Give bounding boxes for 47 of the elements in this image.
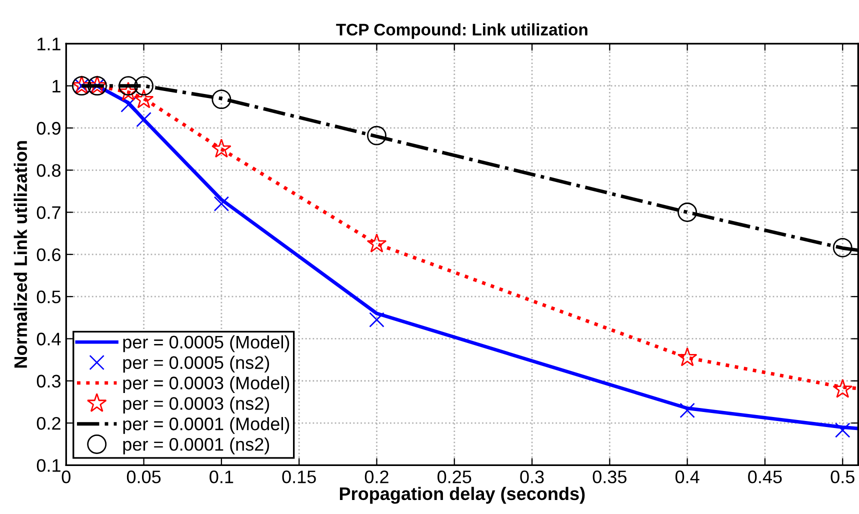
legend-label: per = 0.0003 (Model) bbox=[123, 376, 290, 394]
y-tick-label: 0.8 bbox=[36, 164, 60, 177]
point bbox=[214, 196, 230, 212]
legend-label: per = 0.0003 (ns2) bbox=[123, 396, 270, 414]
y-tick-label: 0.2 bbox=[36, 416, 60, 430]
point bbox=[134, 76, 154, 96]
point bbox=[834, 422, 850, 438]
y-tick-label: 0.1 bbox=[36, 459, 60, 472]
point bbox=[832, 378, 853, 398]
y-tick-label: 1 bbox=[52, 80, 60, 92]
x-tick-label: 0.45 bbox=[748, 470, 782, 484]
point bbox=[369, 312, 384, 328]
point bbox=[366, 233, 387, 252]
x-tick-label: 0.4 bbox=[675, 470, 700, 484]
point bbox=[118, 76, 138, 96]
y-tick-label: 0.6 bbox=[36, 248, 60, 262]
y-tick-label: 0.3 bbox=[36, 374, 60, 388]
point bbox=[677, 347, 698, 366]
legend-label: per = 0.0001 (Model) bbox=[123, 417, 290, 434]
x-axis-title: Propagation delay (seconds) bbox=[340, 486, 585, 504]
legend-label: per = 0.0005 (Model) bbox=[123, 335, 290, 352]
x-tick-label: 0 bbox=[62, 470, 70, 484]
y-tick-label: 0.7 bbox=[36, 206, 60, 219]
point bbox=[680, 402, 695, 418]
x-tick-label: 0.1 bbox=[210, 470, 234, 484]
x-tick-label: 0.05 bbox=[126, 470, 161, 484]
y-tick-label: 0.5 bbox=[36, 290, 61, 304]
x-tick-label: 0.35 bbox=[592, 470, 626, 484]
x-tick-label: 0.15 bbox=[282, 470, 316, 484]
chart-title: TCP Compound: Link utilization bbox=[336, 23, 588, 39]
point bbox=[211, 138, 232, 158]
point bbox=[367, 126, 386, 146]
legend-label: per = 0.0005 (ns2) bbox=[123, 356, 270, 373]
x-tick-label: 0.3 bbox=[520, 470, 544, 484]
point bbox=[134, 89, 154, 108]
x-tick-label: 0.5 bbox=[830, 470, 854, 484]
point bbox=[678, 202, 698, 222]
point bbox=[212, 90, 232, 110]
y-axis-title: Normalized Link utilization bbox=[14, 141, 28, 368]
x-tick-label: 0.25 bbox=[438, 470, 472, 484]
y-tick-label: 0.4 bbox=[36, 332, 61, 346]
point bbox=[118, 82, 138, 101]
legend-label: per = 0.0001 (ns2) bbox=[123, 438, 270, 454]
x-tick-label: 0.2 bbox=[364, 470, 388, 484]
point bbox=[832, 238, 852, 258]
y-tick-label: 1.1 bbox=[38, 38, 60, 50]
y-tick-label: 0.9 bbox=[36, 122, 60, 135]
